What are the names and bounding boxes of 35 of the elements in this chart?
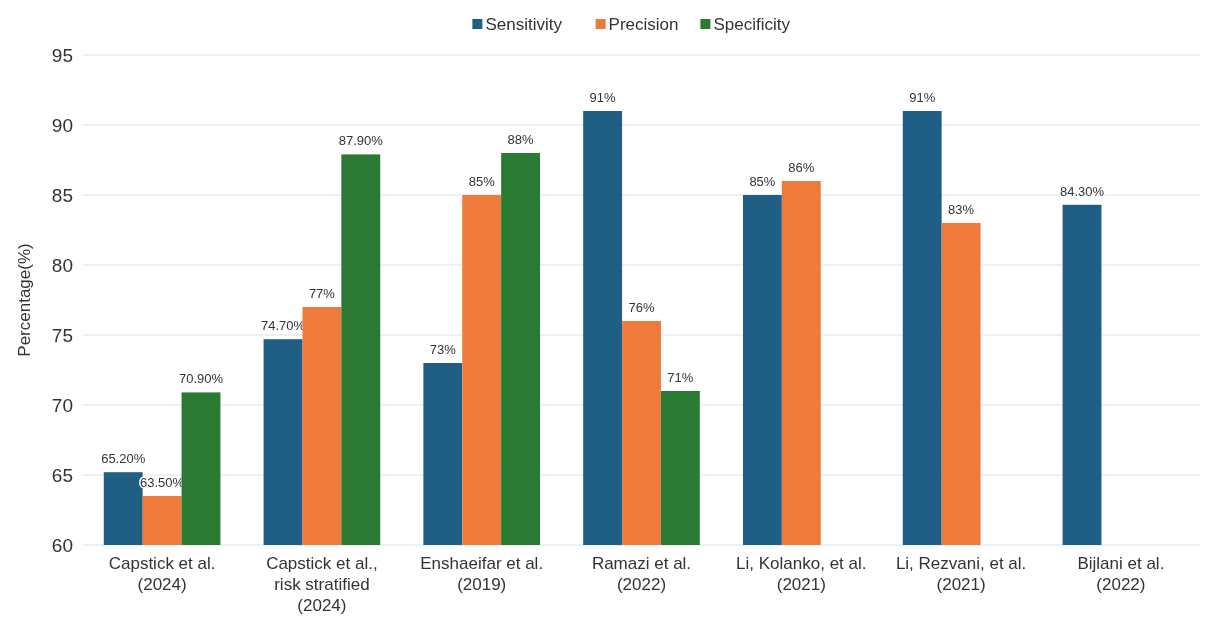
legend-label: Precision [608,14,679,34]
y-tick-label: 60 [51,534,73,556]
data-label: 88% [507,132,535,147]
x-tick-label: Capstick et al. (2024) [108,554,216,594]
y-tick-label: 95 [51,44,73,66]
data-label: 71% [667,370,694,385]
data-label: 87.90% [338,133,384,149]
x-tick-label: Ramazi et al. (2022) [591,554,692,594]
legend-label: Sensitivity [485,14,563,34]
data-label: 91% [589,90,617,105]
data-label: 74.70% [260,318,306,334]
data-label: 85% [749,174,776,189]
y-tick-label: 85 [51,184,73,206]
y-axis-title: Percentage(%) [15,243,34,357]
data-label: 84.30% [1059,183,1105,199]
x-tick-label: Li, Kolanko, et al. (2021) [736,554,867,594]
data-label: 65.20% [101,451,146,467]
x-tick-label: Enshaeifar et al. (2019) [420,554,544,594]
legend-label: Specificity [713,14,791,34]
data-label: 70.90% [178,371,224,387]
y-tick-label: 75 [51,324,73,346]
x-tick-label: Capstick et al., risk stratified (2024) [266,554,378,615]
data-label: 73% [429,342,457,357]
y-tick-label: 80 [51,254,73,276]
y-tick-label: 90 [51,114,73,136]
data-label: 86% [788,160,815,175]
data-label: 83% [948,202,975,217]
data-label: 77% [308,286,336,301]
y-tick-label: 70 [51,394,73,416]
data-label: 85% [468,174,496,189]
data-label: 91% [909,90,936,105]
y-tick-label: 65 [51,464,73,486]
x-tick-label: Li, Rezvani, et al. (2021) [895,554,1027,594]
x-tick-label: Bijlani et al. (2022) [1077,554,1165,594]
data-label: 76% [628,300,655,315]
